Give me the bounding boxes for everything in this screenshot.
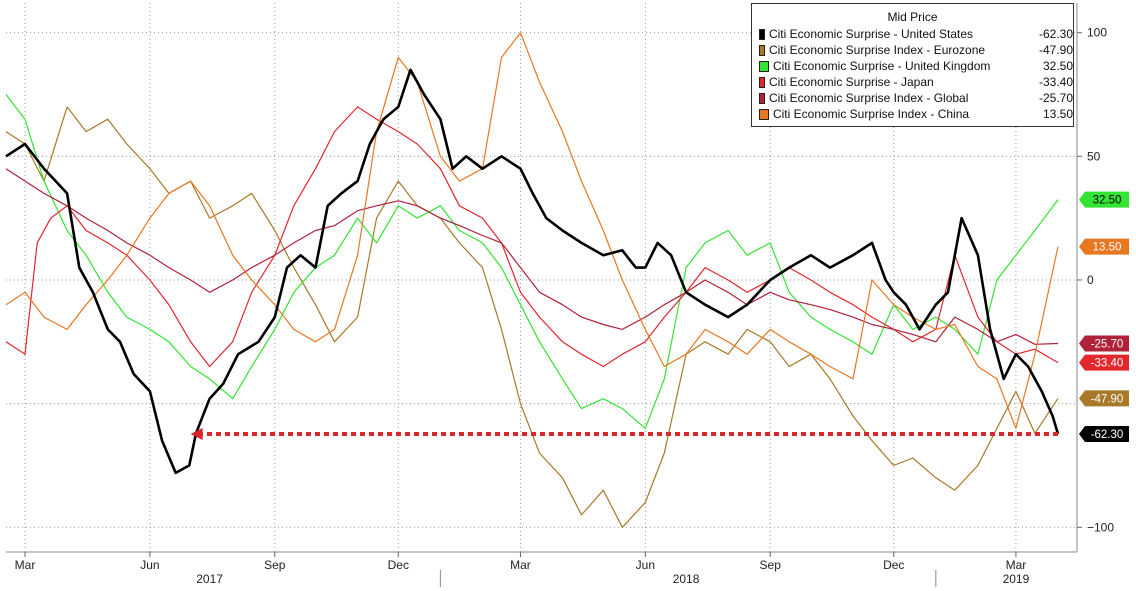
x-tick-label: Mar bbox=[15, 558, 36, 572]
value-badge-text: 13.50 bbox=[1093, 242, 1122, 254]
value-badge-1: -47.90 bbox=[1079, 390, 1129, 407]
value-badge-bg bbox=[1079, 335, 1129, 352]
legend-item-uk: Citi Economic Surprise - United Kingdom … bbox=[752, 58, 1073, 74]
legend-item-us: Citi Economic Surprise - United States -… bbox=[752, 26, 1073, 42]
legend-swatch bbox=[759, 108, 769, 120]
x-tick-label: Mar bbox=[510, 558, 531, 572]
series-line-2 bbox=[5, 94, 1059, 429]
year-label: 2017 bbox=[196, 572, 223, 586]
legend-name: Citi Economic Surprise - Japan bbox=[768, 75, 934, 89]
year-label: 2019 bbox=[1003, 572, 1030, 586]
legend-value: -62.30 bbox=[1038, 27, 1073, 41]
legend-title: Mid Price bbox=[887, 10, 938, 24]
x-tick-label: Dec bbox=[883, 558, 904, 572]
legend-value: 13.50 bbox=[1042, 107, 1073, 121]
legend-value: 32.50 bbox=[1042, 59, 1073, 73]
legend-swatch bbox=[759, 60, 769, 72]
value-badge-bg bbox=[1079, 191, 1129, 208]
arrow-head bbox=[190, 428, 203, 441]
y-tick-label: 0 bbox=[1087, 273, 1094, 287]
x-tick-label: Jun bbox=[636, 558, 655, 572]
value-badge-2: 32.50 bbox=[1079, 191, 1129, 208]
x-tick-label: Jun bbox=[140, 558, 159, 572]
value-badge-bg bbox=[1079, 354, 1129, 371]
value-badge-3: -33.40 bbox=[1079, 354, 1129, 371]
value-badge-text: 32.50 bbox=[1093, 195, 1122, 207]
x-tick-label: Dec bbox=[388, 558, 409, 572]
series-line-0 bbox=[5, 68, 1060, 475]
y-tick-label: 50 bbox=[1087, 149, 1101, 163]
legend-name: Citi Economic Surprise - United Kingdom bbox=[772, 59, 991, 73]
legend-item-japan: Citi Economic Surprise - Japan -33.40 bbox=[752, 74, 1073, 90]
value-badge-text: -47.90 bbox=[1091, 393, 1124, 405]
value-badge-4: -25.70 bbox=[1079, 335, 1129, 352]
legend-item-global: Citi Economic Surprise Index - Global -2… bbox=[752, 90, 1073, 106]
y-tick-label: 100 bbox=[1087, 26, 1107, 40]
legend-value: -33.40 bbox=[1038, 75, 1073, 89]
legend-name: Citi Economic Surprise - United States bbox=[768, 27, 974, 41]
value-badge-5: 13.50 bbox=[1079, 238, 1129, 255]
value-badge-text: -25.70 bbox=[1091, 339, 1124, 351]
value-badge-bg bbox=[1079, 390, 1129, 407]
legend-name: Citi Economic Surprise Index - China bbox=[772, 107, 970, 121]
x-tick-label: Sep bbox=[760, 558, 782, 572]
value-badge-text: -62.30 bbox=[1091, 429, 1124, 441]
legend-swatch bbox=[759, 76, 765, 88]
series-layer bbox=[5, 32, 1060, 528]
annotation-layer bbox=[190, 428, 1058, 441]
series-line-3 bbox=[5, 106, 1059, 368]
series-line-5 bbox=[5, 32, 1059, 429]
legend-value: -47.90 bbox=[1038, 43, 1073, 57]
value-badge-bg bbox=[1079, 426, 1129, 443]
legend-name: Citi Economic Surprise Index - Global bbox=[768, 91, 969, 105]
series-line-1 bbox=[5, 106, 1059, 528]
legend-swatch bbox=[759, 28, 765, 40]
legend-item-china: Citi Economic Surprise Index - China 13.… bbox=[752, 106, 1073, 122]
legend: Mid Price Citi Economic Surprise - Unite… bbox=[751, 3, 1074, 127]
legend-value: -25.70 bbox=[1038, 91, 1073, 105]
series-line-4 bbox=[5, 168, 1059, 345]
value-badge-bg bbox=[1079, 238, 1129, 255]
y-tick-label: −100 bbox=[1087, 520, 1114, 534]
legend-swatch bbox=[759, 44, 765, 56]
value-badge-0: -62.30 bbox=[1079, 426, 1129, 443]
value-badge-text: -33.40 bbox=[1091, 358, 1124, 370]
x-tick-label: Sep bbox=[264, 558, 286, 572]
x-tick-label: Mar bbox=[1006, 558, 1027, 572]
legend-item-eurozone: Citi Economic Surprise Index - Eurozone … bbox=[752, 42, 1073, 58]
year-label: 2018 bbox=[673, 572, 700, 586]
legend-swatch bbox=[759, 92, 765, 104]
value-labels-layer: -62.30 -47.90 32.50 -33.40 -25.70 13.50 bbox=[1079, 191, 1129, 443]
legend-name: Citi Economic Surprise Index - Eurozone bbox=[768, 43, 986, 57]
